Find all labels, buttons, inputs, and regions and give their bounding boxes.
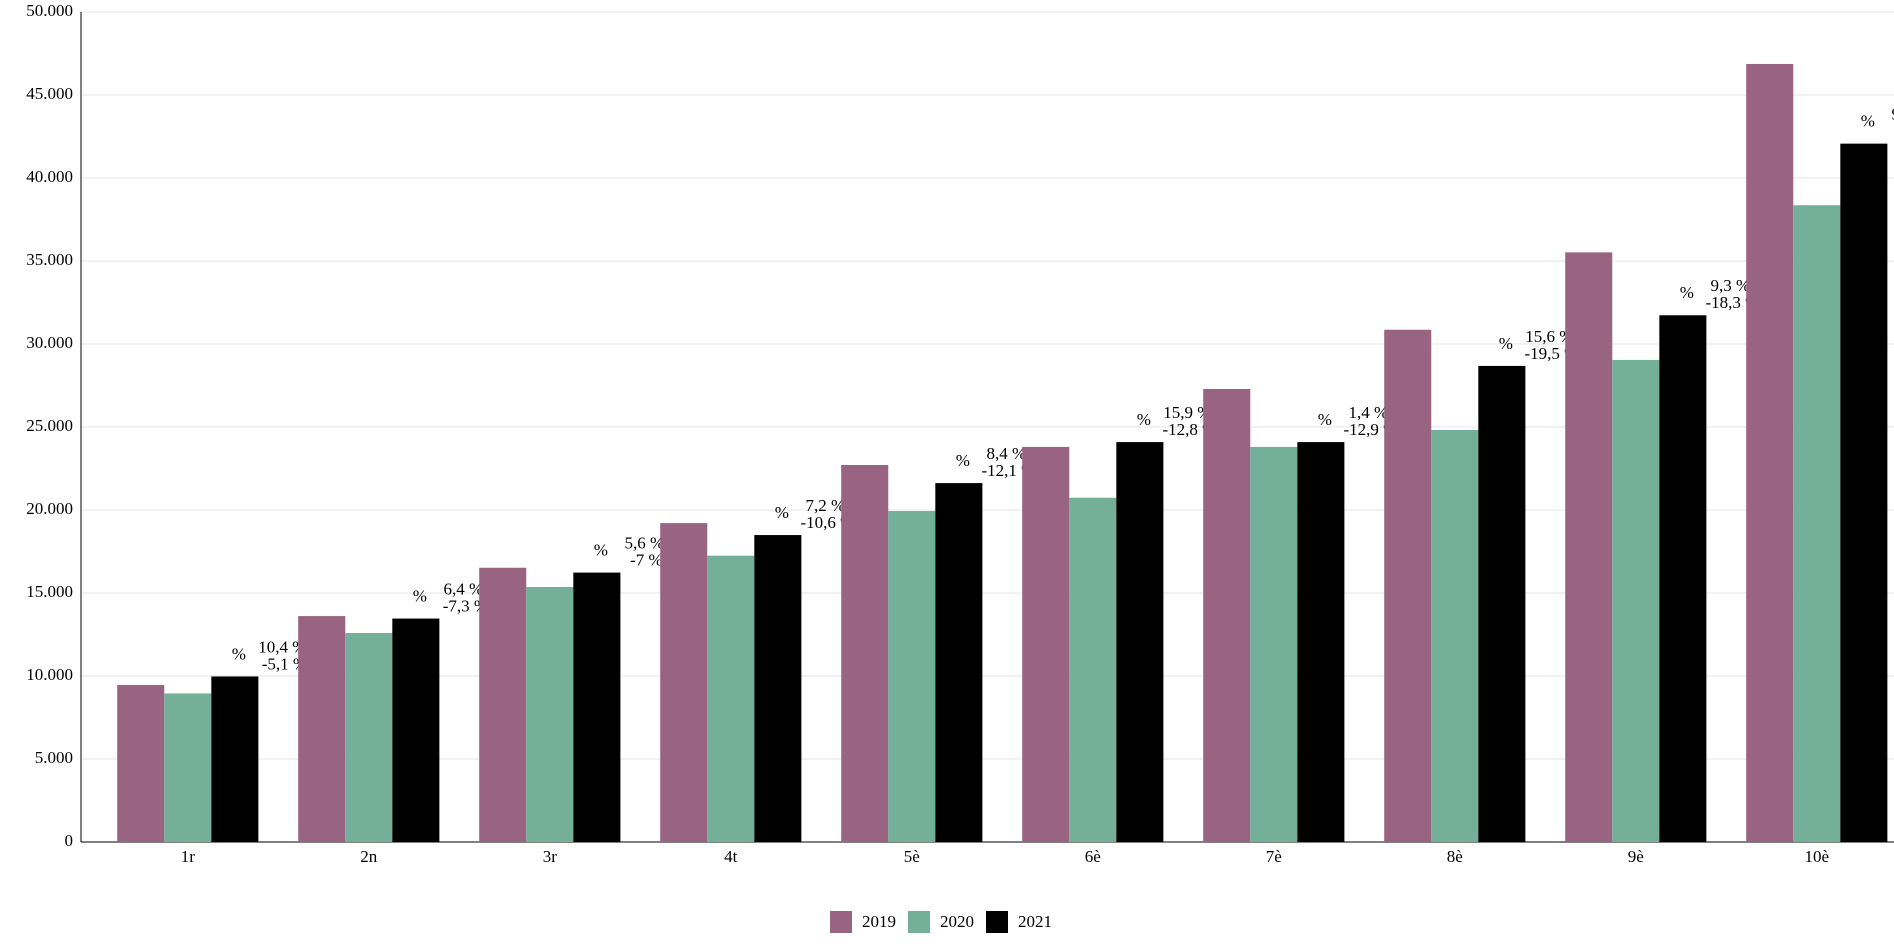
legend-label: 2021 [1018, 912, 1052, 931]
bar [1203, 388, 1251, 842]
annotation: % [1861, 112, 1875, 131]
bar [1840, 143, 1888, 842]
annotation: % [1680, 283, 1694, 302]
y-tick-label: 5.000 [35, 748, 73, 767]
bar [1022, 446, 1070, 842]
annotation: 8,4 % [987, 444, 1027, 463]
x-tick-label: 2n [360, 847, 378, 866]
bar [1565, 252, 1613, 843]
annotation: -19,5 % [1524, 344, 1578, 363]
bar [211, 676, 259, 842]
y-tick-label: 15.000 [26, 582, 73, 601]
bar [1793, 205, 1841, 842]
bar [392, 618, 440, 842]
annotation: % [1137, 410, 1151, 429]
bar [1069, 497, 1117, 842]
bar [298, 616, 346, 842]
bar [573, 572, 621, 842]
annotation: 6,4 % [444, 579, 484, 598]
bar [1250, 446, 1298, 842]
annotation: -10,6 % [800, 513, 854, 532]
y-tick-label: 20.000 [26, 499, 73, 518]
legend-label: 2020 [940, 912, 974, 931]
bar [1384, 329, 1432, 842]
annotation: -12,9 % [1343, 420, 1397, 439]
annotation: 9,3 % [1711, 276, 1751, 295]
annotation: 7,2 % [806, 496, 846, 515]
bar [660, 523, 708, 842]
y-tick-label: 40.000 [26, 167, 73, 186]
annotation: 1,4 % [1349, 403, 1389, 422]
annotation: 10,4 % [258, 637, 306, 656]
bar [526, 587, 574, 842]
annotation: % [413, 586, 427, 605]
legend-label: 2019 [862, 912, 896, 931]
x-tick-label: 9è [1628, 847, 1644, 866]
bar [117, 684, 165, 842]
annotation: % [956, 451, 970, 470]
bar [1659, 315, 1707, 843]
annotation: 9,6 % [1892, 105, 1894, 124]
y-tick-label: 10.000 [26, 665, 73, 684]
legend-swatch [908, 911, 930, 933]
annotation: % [1499, 334, 1513, 353]
legend-swatch [986, 911, 1008, 933]
x-tick-label: 5è [904, 847, 920, 866]
x-tick-label: 1r [181, 847, 196, 866]
x-tick-label: 10è [1805, 847, 1830, 866]
bar [1612, 359, 1660, 842]
annotation: -12,8 % [1162, 420, 1216, 439]
annotation: -7,3 % [443, 596, 488, 615]
x-tick-label: 7è [1266, 847, 1282, 866]
annotation: % [594, 540, 608, 559]
annotation: -12,1 % [981, 461, 1035, 480]
x-tick-label: 8è [1447, 847, 1463, 866]
annotation: % [1318, 410, 1332, 429]
annotation: -7 % [630, 550, 663, 569]
bar [1297, 442, 1345, 842]
annotation: 5,6 % [625, 533, 665, 552]
y-tick-label: 30.000 [26, 333, 73, 352]
bar [345, 633, 393, 842]
x-tick-label: 4t [724, 847, 738, 866]
annotation: -18,3 % [1705, 293, 1759, 312]
bar [754, 535, 802, 842]
bar [1116, 442, 1164, 842]
bar [888, 510, 936, 842]
y-tick-label: 35.000 [26, 250, 73, 269]
bar [707, 555, 755, 842]
annotation: 15,9 % [1163, 403, 1211, 422]
legend-swatch [830, 911, 852, 933]
x-tick-label: 6è [1085, 847, 1101, 866]
bar [841, 465, 889, 842]
bar [1746, 63, 1794, 842]
y-tick-label: 25.000 [26, 416, 73, 435]
bar [935, 483, 983, 842]
bar [1478, 365, 1526, 842]
y-tick-label: 0 [65, 831, 74, 850]
x-tick-label: 3r [543, 847, 558, 866]
y-tick-label: 50.000 [26, 1, 73, 20]
annotation: % [232, 644, 246, 663]
annotation: % [775, 503, 789, 522]
annotation: -5,1 % [262, 654, 307, 673]
y-tick-label: 45.000 [26, 84, 73, 103]
bar [1431, 429, 1479, 842]
bar [479, 567, 527, 842]
annotation: 15,6 % [1525, 327, 1573, 346]
bar [164, 693, 212, 842]
